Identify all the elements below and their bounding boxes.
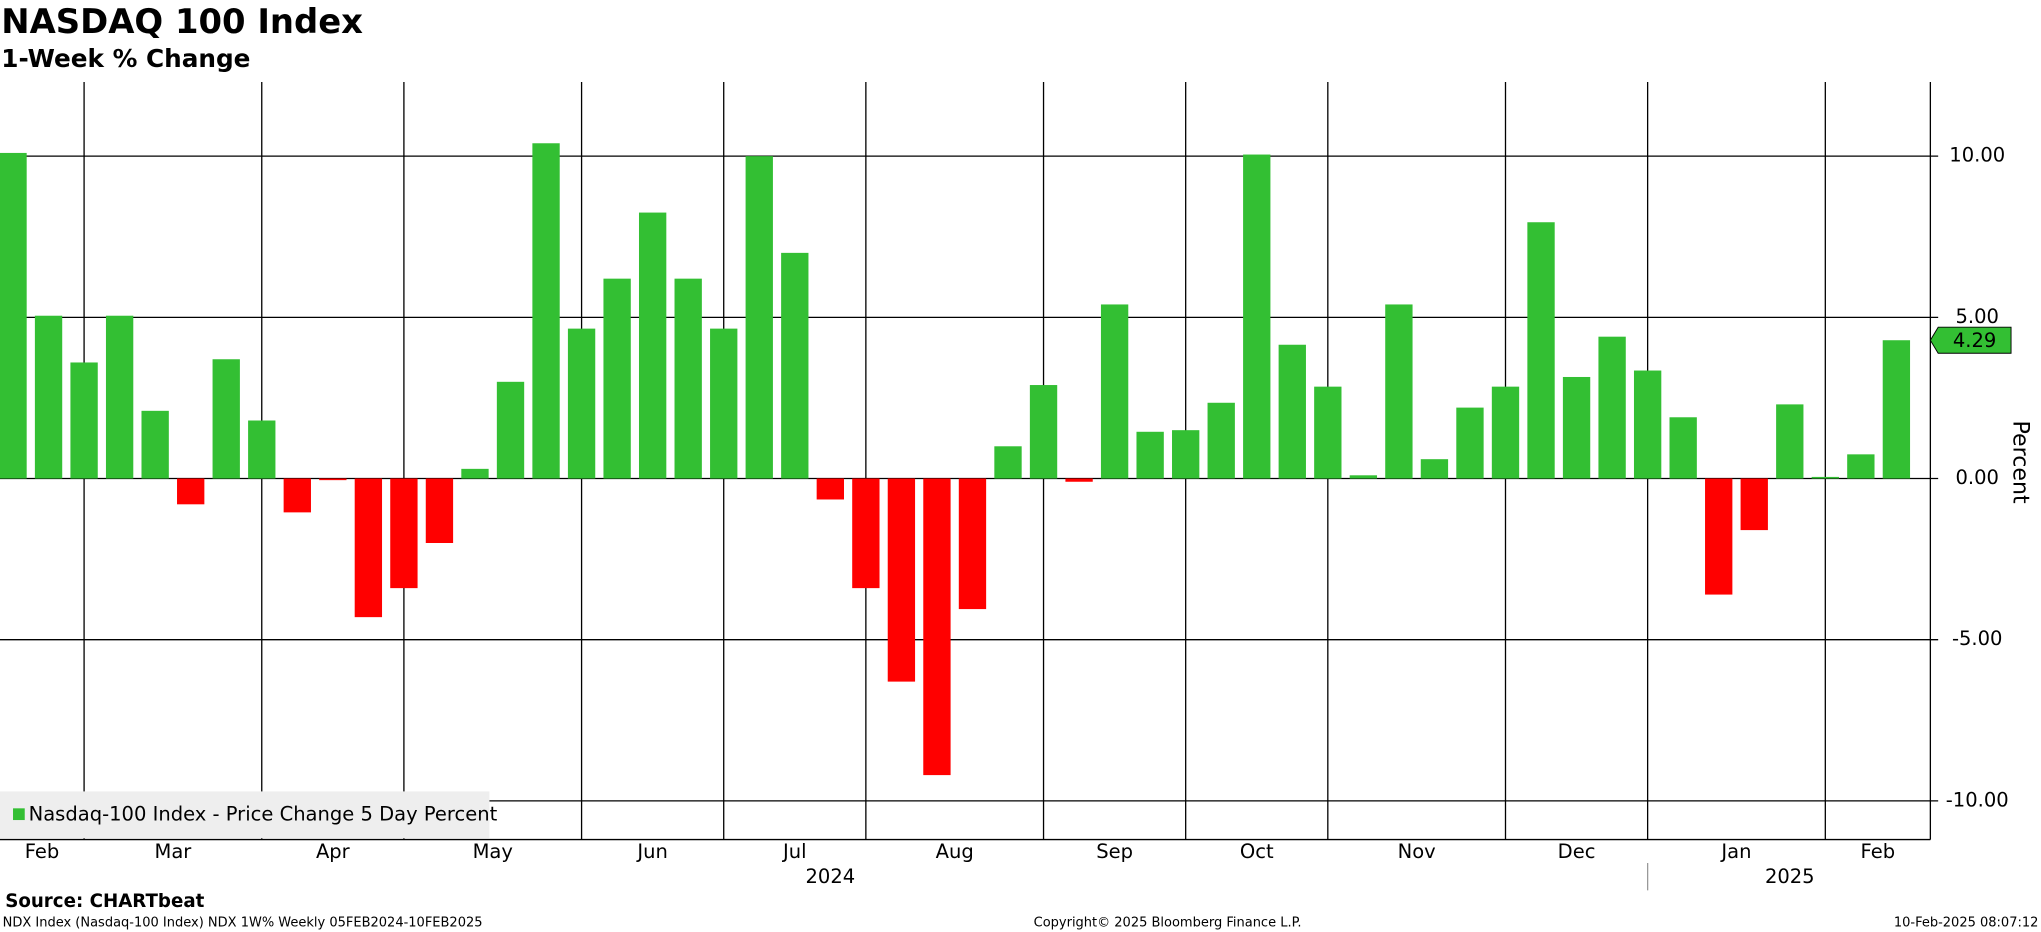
bar: [781, 252, 809, 479]
bar: [1491, 386, 1520, 479]
bar: [1562, 376, 1591, 479]
last-value-label: 4.29: [1953, 329, 1996, 352]
bar: [1136, 431, 1164, 479]
bar: [1847, 454, 1875, 479]
x-tick-label: Mar: [155, 840, 193, 863]
bar: [923, 478, 951, 776]
legend-box: [0, 791, 490, 839]
bar: [354, 478, 383, 618]
bar: [177, 478, 205, 505]
chart-subtitle: 1-Week % Change: [1, 44, 250, 73]
bar: [887, 478, 916, 682]
y-tick-label: 0.00: [1955, 466, 1998, 489]
bar: [1598, 336, 1626, 479]
bar: [674, 278, 702, 479]
x-tick-label: Oct: [1240, 840, 1274, 863]
bar: [816, 478, 844, 500]
y-tick-label: 5.00: [1955, 305, 1998, 328]
legend-swatch: [13, 808, 25, 821]
x-tick-label: Feb: [25, 840, 60, 863]
x-tick-label: Nov: [1398, 840, 1436, 863]
bar: [1029, 385, 1058, 479]
x-year-label: 2025: [1765, 865, 1815, 888]
x-tick-label: Jan: [1719, 840, 1751, 863]
x-tick-label: Sep: [1096, 840, 1133, 863]
bar: [248, 420, 276, 479]
bar: [1811, 476, 1839, 479]
bar: [1243, 154, 1271, 479]
bar: [1669, 417, 1697, 479]
x-tick-label: Feb: [1861, 840, 1896, 863]
bar: [496, 381, 525, 479]
footer-center: Copyright© 2025 Bloomberg Finance L.P.: [1034, 915, 1302, 930]
bar: [710, 328, 738, 479]
bar: [1207, 402, 1235, 479]
bar: [70, 362, 98, 479]
y-tick-label: -10.00: [1946, 788, 2009, 811]
y-axis-label: Percent: [2008, 420, 2034, 504]
x-tick-label: May: [473, 840, 513, 863]
bar: [1456, 407, 1484, 479]
bar: [1527, 222, 1555, 479]
legend-label: Nasdaq-100 Index - Price Change 5 Day Pe…: [29, 802, 498, 825]
bar: [105, 315, 134, 479]
x-tick-label: Aug: [936, 840, 974, 863]
bar: [1776, 404, 1804, 479]
bar: [390, 478, 418, 589]
footer-right: 10-Feb-2025 08:07:12: [1894, 915, 2039, 930]
bar: [958, 478, 987, 610]
bar: [425, 478, 454, 543]
bar: [603, 278, 631, 479]
y-tick-label: 10.00: [1949, 144, 2005, 167]
x-tick-label: Dec: [1558, 840, 1596, 863]
bar: [852, 478, 880, 589]
bar: [319, 478, 347, 481]
x-tick-label: Jul: [781, 840, 807, 863]
bar: [532, 143, 560, 479]
bar: [1065, 478, 1093, 482]
bar: [1633, 370, 1662, 479]
bar: [461, 468, 489, 479]
bar: [283, 478, 311, 513]
last-value-box: [1929, 326, 2012, 354]
bar: [1740, 478, 1768, 531]
footer-left: NDX Index (Nasdaq-100 Index) NDX 1W% Wee…: [3, 915, 483, 930]
bar: [745, 156, 773, 479]
chart-title: NASDAQ 100 Index: [1, 2, 363, 41]
bar: [212, 359, 240, 479]
source: Source: CHARTbeat: [5, 891, 204, 912]
bar: [1172, 430, 1200, 479]
bar: [1705, 478, 1733, 595]
x-year-label: 2024: [805, 865, 855, 888]
y-tick-label: -5.00: [1952, 627, 2003, 650]
bar: [994, 446, 1022, 479]
x-tick-label: Apr: [316, 840, 351, 863]
bar: [141, 410, 169, 479]
bar: [1100, 304, 1129, 479]
bar: [1314, 386, 1342, 479]
bar: [0, 152, 27, 479]
bar: [1278, 344, 1306, 479]
bar: [1385, 304, 1413, 479]
bar: [638, 212, 667, 479]
bar: [1349, 475, 1378, 479]
bar: [567, 328, 596, 479]
x-tick-label: Jun: [635, 840, 668, 863]
bar: [34, 315, 63, 479]
bar: [1882, 340, 1911, 479]
bar: [1420, 459, 1449, 479]
